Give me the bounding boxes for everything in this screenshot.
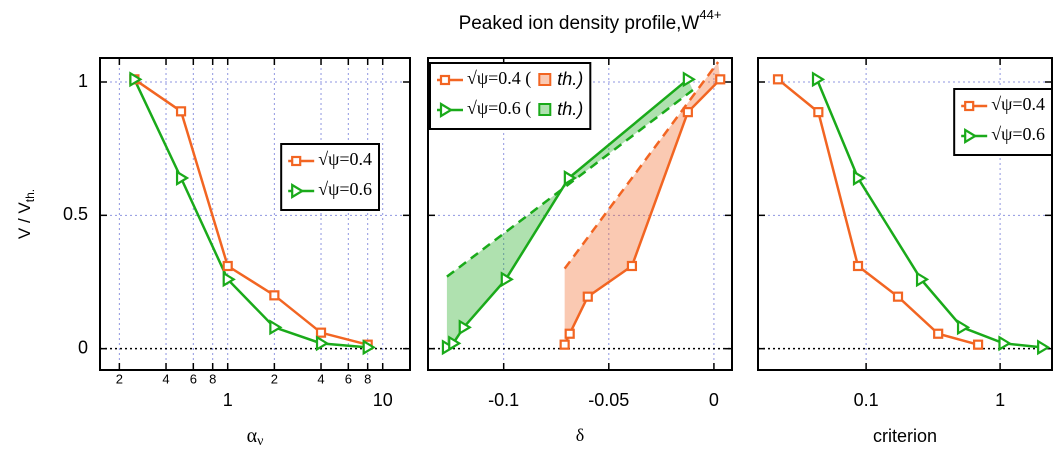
y-label-text: V / V (15, 202, 34, 240)
legend: √ψ=0.4 √ψ=0.6 (280, 143, 380, 211)
theory-line (446, 89, 694, 278)
marker-triangle (222, 271, 236, 288)
marker-triangle (682, 71, 696, 88)
x-tick-label: 6 (190, 371, 197, 386)
plot-frame (757, 57, 1053, 371)
x-tick-label: 2 (271, 371, 278, 386)
marker-triangle (439, 102, 454, 118)
marker-triangle (175, 170, 190, 186)
plot-background (100, 58, 410, 370)
legend-label: √ψ=0.4 (991, 94, 1045, 114)
x-tick-label: 2 (116, 371, 123, 386)
x-tick-label: -0.05 (588, 390, 629, 410)
x-label-text: criterion (873, 426, 937, 446)
data-line (777, 78, 979, 346)
x-tick-label: 8 (364, 371, 371, 386)
marker-triangle (500, 271, 514, 288)
marker-triangle (269, 319, 283, 336)
x-tick-label: 4 (317, 371, 324, 386)
marker-square (972, 339, 984, 350)
marker-square (564, 328, 575, 339)
marker-triangle (448, 335, 462, 352)
marker-square (222, 260, 233, 272)
marker-square (559, 339, 570, 350)
y-tick-label: 1 (78, 71, 88, 91)
y-tick-label: 0 (78, 337, 88, 357)
shaded-band (564, 62, 721, 345)
marker-square (175, 106, 187, 117)
y-axis-label: V / Vth. (15, 189, 37, 239)
plot-frame (427, 57, 733, 371)
y-tick-label: 0.5 (63, 204, 88, 224)
legend-swatch (538, 73, 552, 86)
legend-label: √ψ=0.6 (318, 179, 372, 199)
figure-title: Peaked ion density profile,W44+ (459, 7, 722, 34)
x-label-text: δ (576, 425, 584, 445)
legend-box (953, 88, 1053, 156)
marker-triangle (956, 319, 971, 336)
marker-triangle (811, 71, 826, 88)
marker-triangle (315, 335, 330, 352)
marker-square (852, 260, 864, 272)
x-tick-label: 4 (162, 371, 169, 386)
title-superscript: 44+ (699, 7, 721, 22)
legend: √ψ=0.4 √ψ=0.6 (953, 88, 1053, 156)
legend-swatch (538, 103, 552, 116)
marker-triangle (129, 71, 143, 88)
marker-triangle (1037, 339, 1051, 356)
marker-triangle (458, 319, 472, 336)
marker-square (772, 74, 784, 85)
x-tick-label: 0.1 (854, 390, 879, 410)
x-axis-label: αν (247, 425, 264, 450)
legend-box (429, 62, 592, 130)
legend-label: √ψ=0.4 ( (467, 68, 531, 89)
marker-square (813, 107, 824, 118)
x-tick-label: 0 (709, 390, 719, 410)
marker-triangle (291, 183, 305, 199)
marker-triangle (362, 339, 376, 356)
marker-triangle (998, 335, 1012, 352)
marker-triangle (563, 170, 577, 186)
x-tick-label: 10 (373, 390, 393, 410)
x-tick-label: -0.1 (488, 390, 519, 410)
x-axis-label: criterion (873, 426, 937, 446)
x-tick-label: 8 (209, 371, 216, 386)
legend-label: th.) (557, 69, 583, 89)
marker-square (315, 327, 327, 338)
y-label-subscript: th. (23, 189, 37, 202)
marker-square (715, 74, 726, 85)
marker-square (439, 74, 451, 86)
shaded-band (446, 79, 693, 348)
legend-label: th.) (557, 99, 583, 119)
title-text: Peaked ion density profile,W (459, 13, 700, 34)
legend: √ψ=0.4 ( th.) √ψ=0.6 ( th.) (429, 62, 592, 130)
x-label-subscript: ν (257, 434, 263, 449)
marker-square (582, 291, 593, 302)
data-line (133, 78, 368, 349)
legend-box (280, 143, 380, 211)
marker-square (626, 260, 638, 272)
legend-label: √ψ=0.6 ( (467, 98, 531, 119)
marker-triangle (852, 170, 867, 186)
marker-square (291, 155, 302, 167)
marker-square (892, 291, 904, 302)
data-line (133, 78, 368, 346)
x-label-text: α (247, 425, 258, 447)
marker-triangle (441, 339, 456, 356)
legend-label: √ψ=0.6 (991, 124, 1045, 144)
marker-square (933, 328, 944, 339)
marker-square (269, 290, 280, 301)
x-axis-label: δ (576, 425, 584, 445)
marker-triangle (915, 271, 930, 288)
marker-triangle (964, 128, 978, 144)
marker-square (682, 107, 693, 118)
x-tick-label: 6 (345, 371, 352, 386)
plot-frame (99, 57, 411, 371)
x-tick-label: 1 (223, 390, 233, 410)
theory-line (563, 61, 720, 270)
x-tick-label: 1 (995, 390, 1005, 410)
marker-square (964, 100, 975, 112)
legend-label: √ψ=0.4 (318, 149, 372, 169)
